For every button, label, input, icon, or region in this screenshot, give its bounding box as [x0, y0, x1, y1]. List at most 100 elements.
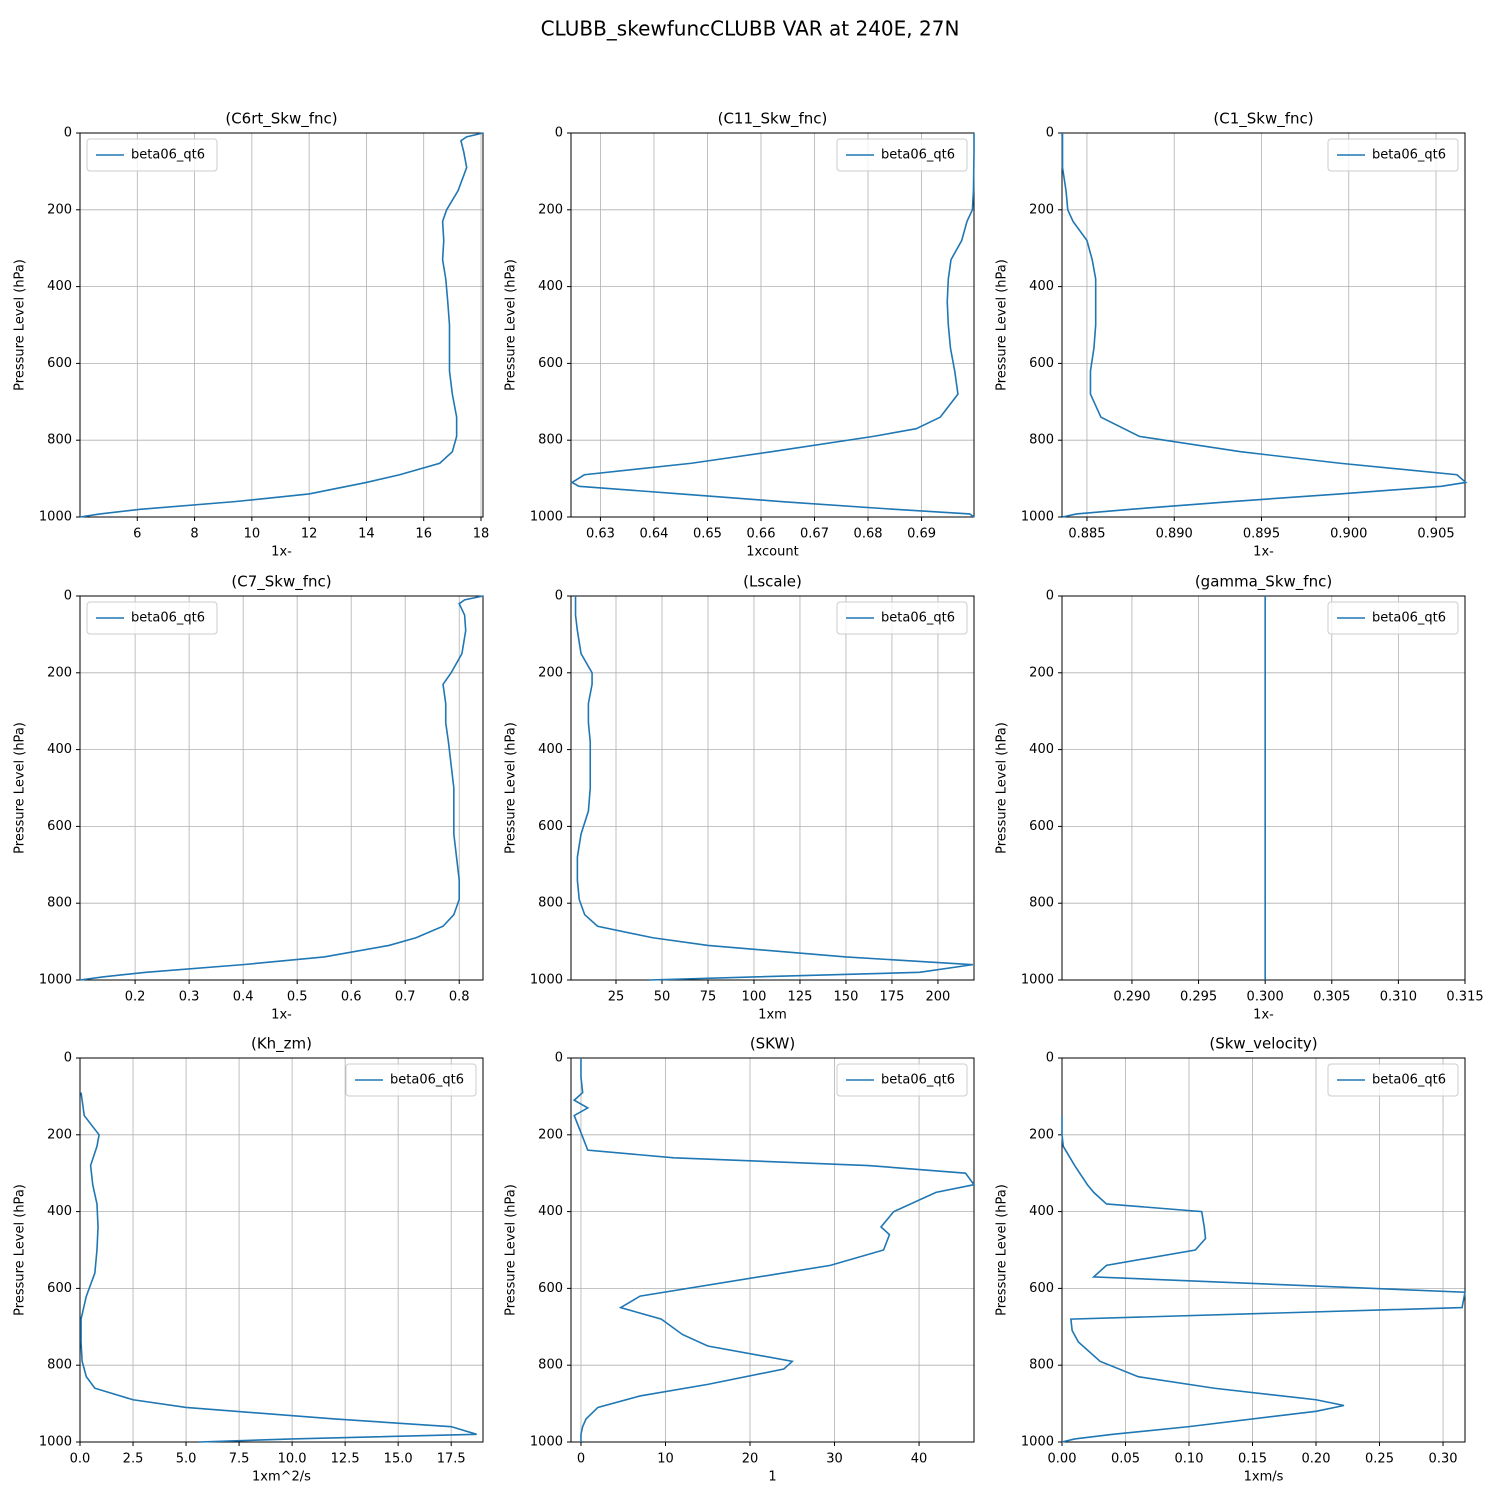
legend-box: [86, 138, 218, 172]
legend-label: beta06_qt6: [881, 611, 955, 626]
y-tick-label: 800: [1029, 896, 1054, 911]
x-tick-label: 0.310: [1380, 990, 1417, 1005]
y-axis-label: Pressure Level (hPa): [995, 1184, 1010, 1316]
x-tick-label: 2.5: [123, 1452, 144, 1467]
legend-label: beta06_qt6: [131, 148, 205, 163]
x-axis-label: 1: [768, 1470, 776, 1485]
y-axis-label: Pressure Level (hPa): [13, 1184, 28, 1316]
subplot: (SKW)0 10 20 30 40020040060080010001Pressure…: [504, 1035, 975, 1485]
y-tick-label: 400: [1029, 1204, 1054, 1219]
y-tick-label: 1000: [1021, 1435, 1054, 1450]
y-tick-label: 800: [538, 433, 563, 448]
x-tick-label: 200: [926, 990, 951, 1005]
x-tick-label: 0.895: [1243, 527, 1280, 542]
y-tick-label: 600: [538, 819, 563, 834]
legend-label: beta06_qt6: [1372, 611, 1446, 626]
subplot-title: (Lscale): [743, 573, 802, 591]
x-tick-label: 16: [415, 527, 432, 542]
y-tick-label: 800: [538, 896, 563, 911]
y-axis-label: Pressure Level (hPa): [995, 722, 1010, 854]
x-tick-label: 20: [742, 1452, 759, 1467]
y-tick-label: 800: [1029, 433, 1054, 448]
subplot-title: (C1_Skw_fnc): [1213, 110, 1313, 129]
subplot-title: (Kh_zm): [251, 1035, 312, 1054]
x-tick-label: 175: [880, 990, 905, 1005]
x-tick-label: 14: [358, 527, 375, 542]
y-tick-label: 200: [47, 665, 72, 680]
x-tick-label: 0.6: [341, 990, 362, 1005]
data-line: [574, 596, 974, 981]
legend-box: [86, 601, 218, 635]
axes-frame: [1061, 1057, 1466, 1443]
y-tick-label: 400: [47, 1204, 72, 1219]
y-tick-label: 1000: [39, 973, 72, 988]
y-tick-label: 1000: [39, 1435, 72, 1450]
subplot-title: (gamma_Skw_fnc): [1195, 573, 1332, 592]
y-tick-label: 400: [47, 742, 72, 757]
subplot-title: (SKW): [750, 1035, 795, 1053]
subplot: (gamma_Skw_fnc) 0.290 0.295 0.300 0.305 0.310…: [995, 573, 1484, 1023]
data-line: [79, 132, 484, 518]
legend-label: beta06_qt6: [881, 148, 955, 163]
y-tick-label: 1000: [39, 510, 72, 525]
y-tick-label: 1000: [530, 973, 563, 988]
x-axis-label: 1xm^2/s: [252, 1470, 311, 1485]
x-tick-label: 0.4: [233, 990, 254, 1005]
x-tick-label: 0.05: [1111, 1452, 1140, 1467]
legend-box: [345, 1063, 477, 1097]
legend-box: [836, 138, 968, 172]
data-line: [80, 1092, 477, 1443]
x-tick-label: 6: [133, 527, 141, 542]
x-tick-label: 0.00: [1048, 1452, 1077, 1467]
y-tick-label: 200: [538, 1127, 563, 1142]
x-tick-label: 0.2: [125, 990, 146, 1005]
y-tick-label: 600: [1029, 356, 1054, 371]
x-axis-label: 1xm: [758, 1008, 787, 1023]
y-tick-label: 600: [47, 1281, 72, 1296]
y-axis-label: Pressure Level (hPa): [995, 259, 1010, 391]
y-tick-label: 0: [555, 126, 563, 141]
y-tick-label: 200: [1029, 665, 1054, 680]
y-tick-label: 800: [47, 896, 72, 911]
y-tick-label: 0: [64, 126, 72, 141]
x-tick-label: 0.30: [1429, 1452, 1458, 1467]
y-tick-label: 400: [1029, 742, 1054, 757]
y-tick-label: 800: [538, 1358, 563, 1373]
x-tick-label: 30: [826, 1452, 843, 1467]
subplot: (Skw_velocity) 0.00 0.05 0.10 0.15 0.20 0.25 0.…: [995, 1035, 1466, 1485]
axes-frame: [570, 595, 975, 981]
y-tick-label: 0: [64, 1051, 72, 1066]
subplot: (Lscale) 25 50 75 100 125 150 175 200 0 200 400 600 8…: [504, 573, 975, 1023]
x-tick-label: 0.25: [1365, 1452, 1394, 1467]
x-tick-label: 0.3: [179, 990, 200, 1005]
axes-frame: [79, 132, 484, 518]
y-tick-label: 600: [538, 1281, 563, 1296]
x-axis-label: 1xm/s: [1244, 1470, 1284, 1485]
y-tick-label: 0: [555, 589, 563, 604]
y-tick-label: 800: [47, 1358, 72, 1373]
x-tick-label: 12: [301, 527, 318, 542]
subplot-title: (C11_Skw_fnc): [718, 110, 828, 129]
y-tick-label: 1000: [530, 1435, 563, 1450]
legend-label: beta06_qt6: [881, 1073, 955, 1088]
x-tick-label: 7.5: [229, 1452, 250, 1467]
x-axis-label: 1x-: [1253, 1008, 1274, 1023]
x-tick-label: 75: [700, 990, 717, 1005]
y-tick-label: 200: [47, 202, 72, 217]
data-line: [1061, 133, 1468, 518]
x-tick-label: 0.300: [1247, 990, 1284, 1005]
y-axis-label: Pressure Level (hPa): [13, 722, 28, 854]
y-tick-label: 800: [47, 433, 72, 448]
y-tick-label: 1000: [530, 510, 563, 525]
y-tick-label: 0: [1046, 589, 1054, 604]
data-line: [1061, 1115, 1466, 1443]
x-tick-label: 0.67: [800, 527, 829, 542]
y-tick-label: 600: [1029, 819, 1054, 834]
y-tick-label: 1000: [1021, 510, 1054, 525]
y-tick-label: 0: [555, 1051, 563, 1066]
figure-title: CLUBB_skewfuncCLUBB VAR at 240E, 27N: [541, 17, 960, 41]
legend-box: [1327, 601, 1459, 635]
y-tick-label: 200: [1029, 1127, 1054, 1142]
subplot: (Kh_zm) 0.0 2.5 5.0 7.5 10.0 12.5 15.0 17.5 0 200 4…: [13, 1035, 484, 1485]
legend-label: beta06_qt6: [131, 611, 205, 626]
